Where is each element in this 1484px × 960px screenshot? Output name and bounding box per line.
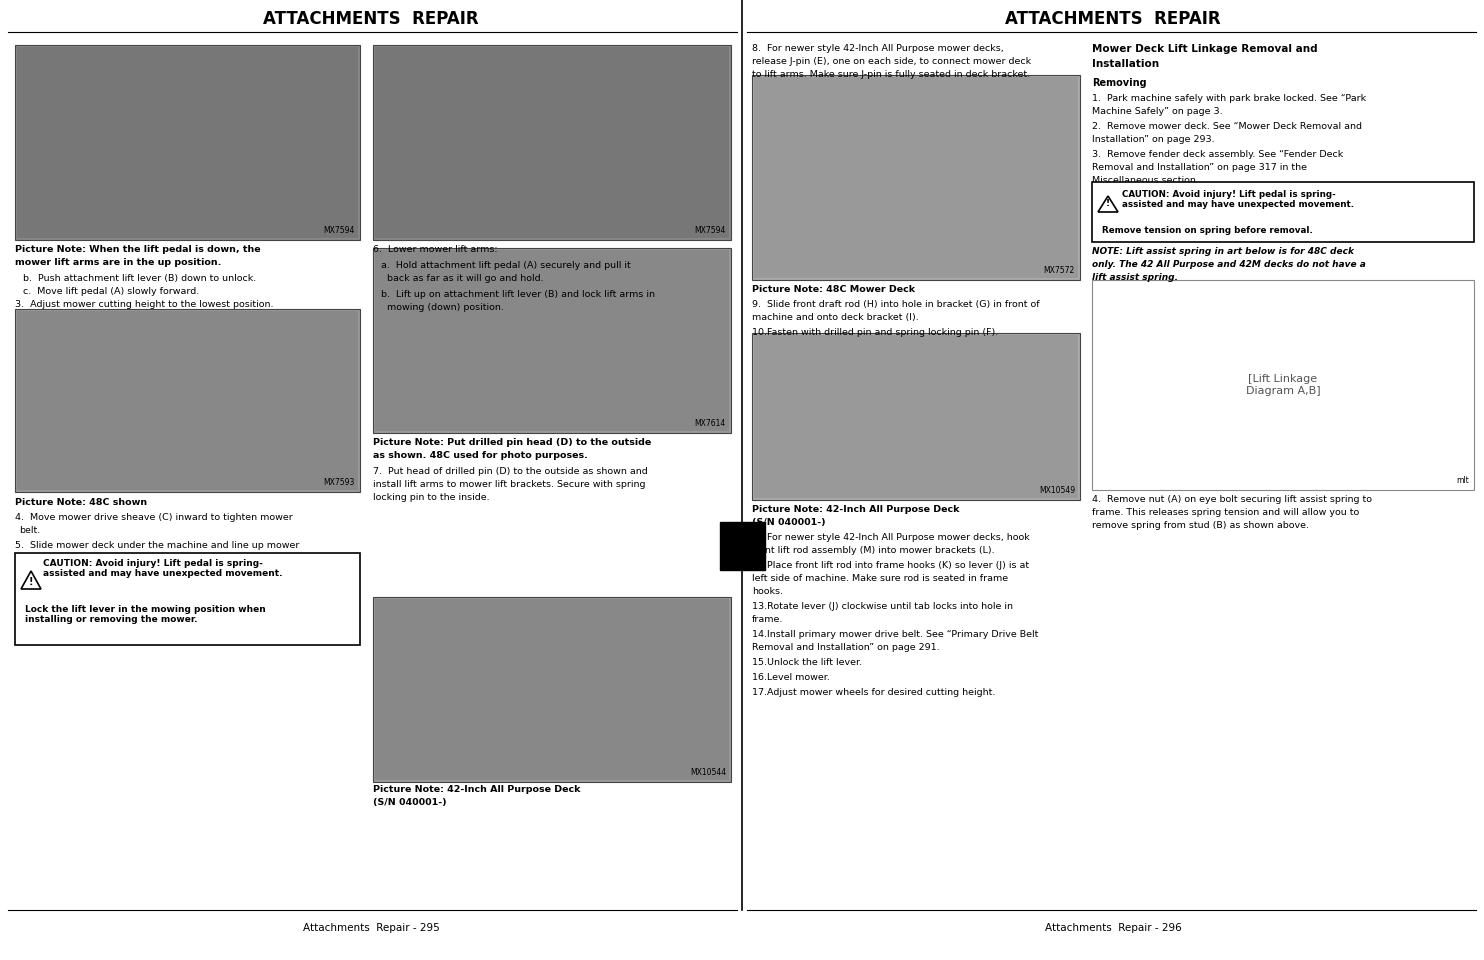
Text: MX7594: MX7594	[695, 226, 726, 235]
Text: Picture Note: Put drilled pin head (D) to the outside: Picture Note: Put drilled pin head (D) t…	[372, 438, 651, 447]
Text: 13.Rotate lever (J) clockwise until tab locks into hole in: 13.Rotate lever (J) clockwise until tab …	[752, 602, 1014, 611]
Bar	[720, 522, 764, 570]
Text: 14.Install primary mower drive belt. See “Primary Drive Belt: 14.Install primary mower drive belt. See…	[752, 630, 1039, 639]
Text: Lock the lift lever in the mowing position when
installing or removing the mower: Lock the lift lever in the mowing positi…	[25, 605, 266, 624]
Text: 4.  Remove nut (A) on eye bolt securing lift assist spring to: 4. Remove nut (A) on eye bolt securing l…	[1092, 495, 1373, 504]
Text: MX7593: MX7593	[324, 478, 355, 487]
Text: 1.  Park machine safely with park brake locked. See “Park: 1. Park machine safely with park brake l…	[1092, 94, 1367, 103]
Text: mower lift arms are in the up position.: mower lift arms are in the up position.	[15, 258, 221, 267]
Bar	[15, 553, 361, 645]
Text: (S/N 040001-): (S/N 040001-)	[752, 518, 825, 527]
Bar	[754, 335, 1077, 498]
Text: 8.  For newer style 42-Inch All Purpose mower decks,: 8. For newer style 42-Inch All Purpose m…	[752, 44, 1003, 53]
Text: ATTACHMENTS  REPAIR: ATTACHMENTS REPAIR	[263, 10, 479, 28]
Text: 3.  Adjust mower cutting height to the lowest position.: 3. Adjust mower cutting height to the lo…	[15, 300, 273, 309]
Text: MX7614: MX7614	[695, 419, 726, 428]
Text: Remove tension on spring before removal.: Remove tension on spring before removal.	[1103, 226, 1313, 235]
Text: deck lift brackets, one on each side, with lift arms.: deck lift brackets, one on each side, wi…	[19, 554, 260, 563]
Bar	[754, 77, 1077, 278]
Text: NOTE: Lift assist spring in art below is for 48C deck: NOTE: Lift assist spring in art below is…	[1092, 247, 1353, 256]
Bar	[752, 75, 1080, 280]
Text: Miscellaneous section.: Miscellaneous section.	[1092, 176, 1199, 185]
Text: 5.  Slide mower deck under the machine and line up mower: 5. Slide mower deck under the machine an…	[15, 541, 300, 550]
Bar	[15, 309, 361, 492]
Text: 12.Place front lift rod into frame hooks (K) so lever (J) is at: 12.Place front lift rod into frame hooks…	[752, 561, 1028, 570]
Text: lift assist spring.: lift assist spring.	[1092, 273, 1178, 282]
Text: Removal and Installation” on page 291.: Removal and Installation” on page 291.	[752, 643, 939, 652]
Text: left side of machine. Make sure rod is seated in frame: left side of machine. Make sure rod is s…	[752, 574, 1008, 583]
Text: 9.  Slide front draft rod (H) into hole in bracket (G) in front of: 9. Slide front draft rod (H) into hole i…	[752, 300, 1040, 309]
Text: Attachments  Repair - 296: Attachments Repair - 296	[1045, 923, 1181, 933]
Bar	[16, 47, 358, 238]
Text: to lift arms. Make sure J-pin is fully seated in deck bracket.: to lift arms. Make sure J-pin is fully s…	[752, 70, 1030, 79]
Text: 6.  Lower mower lift arms:: 6. Lower mower lift arms:	[372, 245, 497, 254]
Bar	[1092, 280, 1474, 490]
Text: Picture Note: 48C shown: Picture Note: 48C shown	[15, 498, 147, 507]
Text: 17.Adjust mower wheels for desired cutting height.: 17.Adjust mower wheels for desired cutti…	[752, 688, 996, 697]
Text: !: !	[28, 577, 33, 587]
Text: MX7594: MX7594	[324, 226, 355, 235]
Text: ATTACHMENTS  REPAIR: ATTACHMENTS REPAIR	[1005, 10, 1221, 28]
Text: 7.  Put head of drilled pin (D) to the outside as shown and: 7. Put head of drilled pin (D) to the ou…	[372, 467, 647, 476]
Text: 3.  Remove fender deck assembly. See “Fender Deck: 3. Remove fender deck assembly. See “Fen…	[1092, 150, 1343, 159]
Text: Installation” on page 293.: Installation” on page 293.	[1092, 135, 1214, 144]
Text: locking pin to the inside.: locking pin to the inside.	[372, 493, 490, 502]
Text: remove spring from stud (B) as shown above.: remove spring from stud (B) as shown abo…	[1092, 521, 1309, 530]
Bar	[372, 45, 732, 240]
Text: back as far as it will go and hold.: back as far as it will go and hold.	[387, 274, 543, 283]
Text: 11.For newer style 42-Inch All Purpose mower decks, hook: 11.For newer style 42-Inch All Purpose m…	[752, 533, 1030, 542]
Text: MX10544: MX10544	[690, 768, 726, 777]
Polygon shape	[1098, 196, 1117, 212]
Text: only. The 42 All Purpose and 42M decks do not have a: only. The 42 All Purpose and 42M decks d…	[1092, 260, 1365, 269]
Bar	[752, 333, 1080, 500]
Bar	[16, 311, 358, 490]
Text: Removal and Installation” on page 317 in the: Removal and Installation” on page 317 in…	[1092, 163, 1307, 172]
Text: hooks.: hooks.	[752, 587, 784, 596]
Text: Machine Safely” on page 3.: Machine Safely” on page 3.	[1092, 107, 1223, 116]
Text: 15.Unlock the lift lever.: 15.Unlock the lift lever.	[752, 658, 862, 667]
Text: 2.  Remove mower deck. See “Mower Deck Removal and: 2. Remove mower deck. See “Mower Deck Re…	[1092, 122, 1362, 131]
Text: Picture Note: 42-Inch All Purpose Deck: Picture Note: 42-Inch All Purpose Deck	[372, 785, 580, 794]
Bar	[375, 250, 729, 431]
Text: CAUTION: Avoid injury! Lift pedal is spring-
assisted and may have unexpected mo: CAUTION: Avoid injury! Lift pedal is spr…	[43, 559, 282, 578]
Text: Picture Note: When the lift pedal is down, the: Picture Note: When the lift pedal is dow…	[15, 245, 261, 254]
Text: frame. This releases spring tension and will allow you to: frame. This releases spring tension and …	[1092, 508, 1359, 517]
Text: mowing (down) position.: mowing (down) position.	[387, 303, 505, 312]
Text: Attachments  Repair - 295: Attachments Repair - 295	[303, 923, 439, 933]
Text: a.  Hold attachment lift pedal (A) securely and pull it: a. Hold attachment lift pedal (A) secure…	[381, 261, 631, 270]
Text: mlt: mlt	[1456, 476, 1469, 485]
Text: 4.  Move mower drive sheave (C) inward to tighten mower: 4. Move mower drive sheave (C) inward to…	[15, 513, 292, 522]
Text: machine and onto deck bracket (I).: machine and onto deck bracket (I).	[752, 313, 919, 322]
Text: frame.: frame.	[752, 615, 784, 624]
Text: front lift rod assembly (M) into mower brackets (L).: front lift rod assembly (M) into mower b…	[752, 546, 994, 555]
Bar	[372, 597, 732, 782]
Text: (S/N 040001-): (S/N 040001-)	[372, 798, 447, 807]
Text: MX10549: MX10549	[1039, 486, 1074, 495]
Bar	[15, 45, 361, 240]
Text: Installation: Installation	[1092, 59, 1159, 69]
Text: belt.: belt.	[19, 526, 40, 535]
Bar	[375, 599, 729, 780]
Text: !: !	[1106, 200, 1110, 208]
Text: CAUTION: Avoid injury! Lift pedal is spring-
assisted and may have unexpected mo: CAUTION: Avoid injury! Lift pedal is spr…	[1122, 190, 1353, 209]
Text: b.  Push attachment lift lever (B) down to unlock.: b. Push attachment lift lever (B) down t…	[22, 274, 257, 283]
Text: 10.Fasten with drilled pin and spring locking pin (F).: 10.Fasten with drilled pin and spring lo…	[752, 328, 999, 337]
Text: Picture Note: 42-Inch All Purpose Deck: Picture Note: 42-Inch All Purpose Deck	[752, 505, 960, 514]
Text: release J-pin (E), one on each side, to connect mower deck: release J-pin (E), one on each side, to …	[752, 57, 1031, 66]
Text: [Lift Linkage
Diagram A,B]: [Lift Linkage Diagram A,B]	[1245, 374, 1321, 396]
Text: as shown. 48C used for photo purposes.: as shown. 48C used for photo purposes.	[372, 451, 588, 460]
Polygon shape	[21, 571, 42, 589]
Text: Removing: Removing	[1092, 78, 1147, 88]
Text: b.  Lift up on attachment lift lever (B) and lock lift arms in: b. Lift up on attachment lift lever (B) …	[381, 290, 654, 299]
Bar	[375, 47, 729, 238]
Text: Mower Deck Lift Linkage Removal and: Mower Deck Lift Linkage Removal and	[1092, 44, 1318, 54]
Bar	[1092, 182, 1474, 242]
Text: c.  Move lift pedal (A) slowly forward.: c. Move lift pedal (A) slowly forward.	[22, 287, 199, 296]
Text: MX7572: MX7572	[1043, 266, 1074, 275]
Text: Picture Note: 48C Mower Deck: Picture Note: 48C Mower Deck	[752, 285, 916, 294]
Text: install lift arms to mower lift brackets. Secure with spring: install lift arms to mower lift brackets…	[372, 480, 646, 489]
Text: 16.Level mower.: 16.Level mower.	[752, 673, 830, 682]
Bar	[372, 248, 732, 433]
